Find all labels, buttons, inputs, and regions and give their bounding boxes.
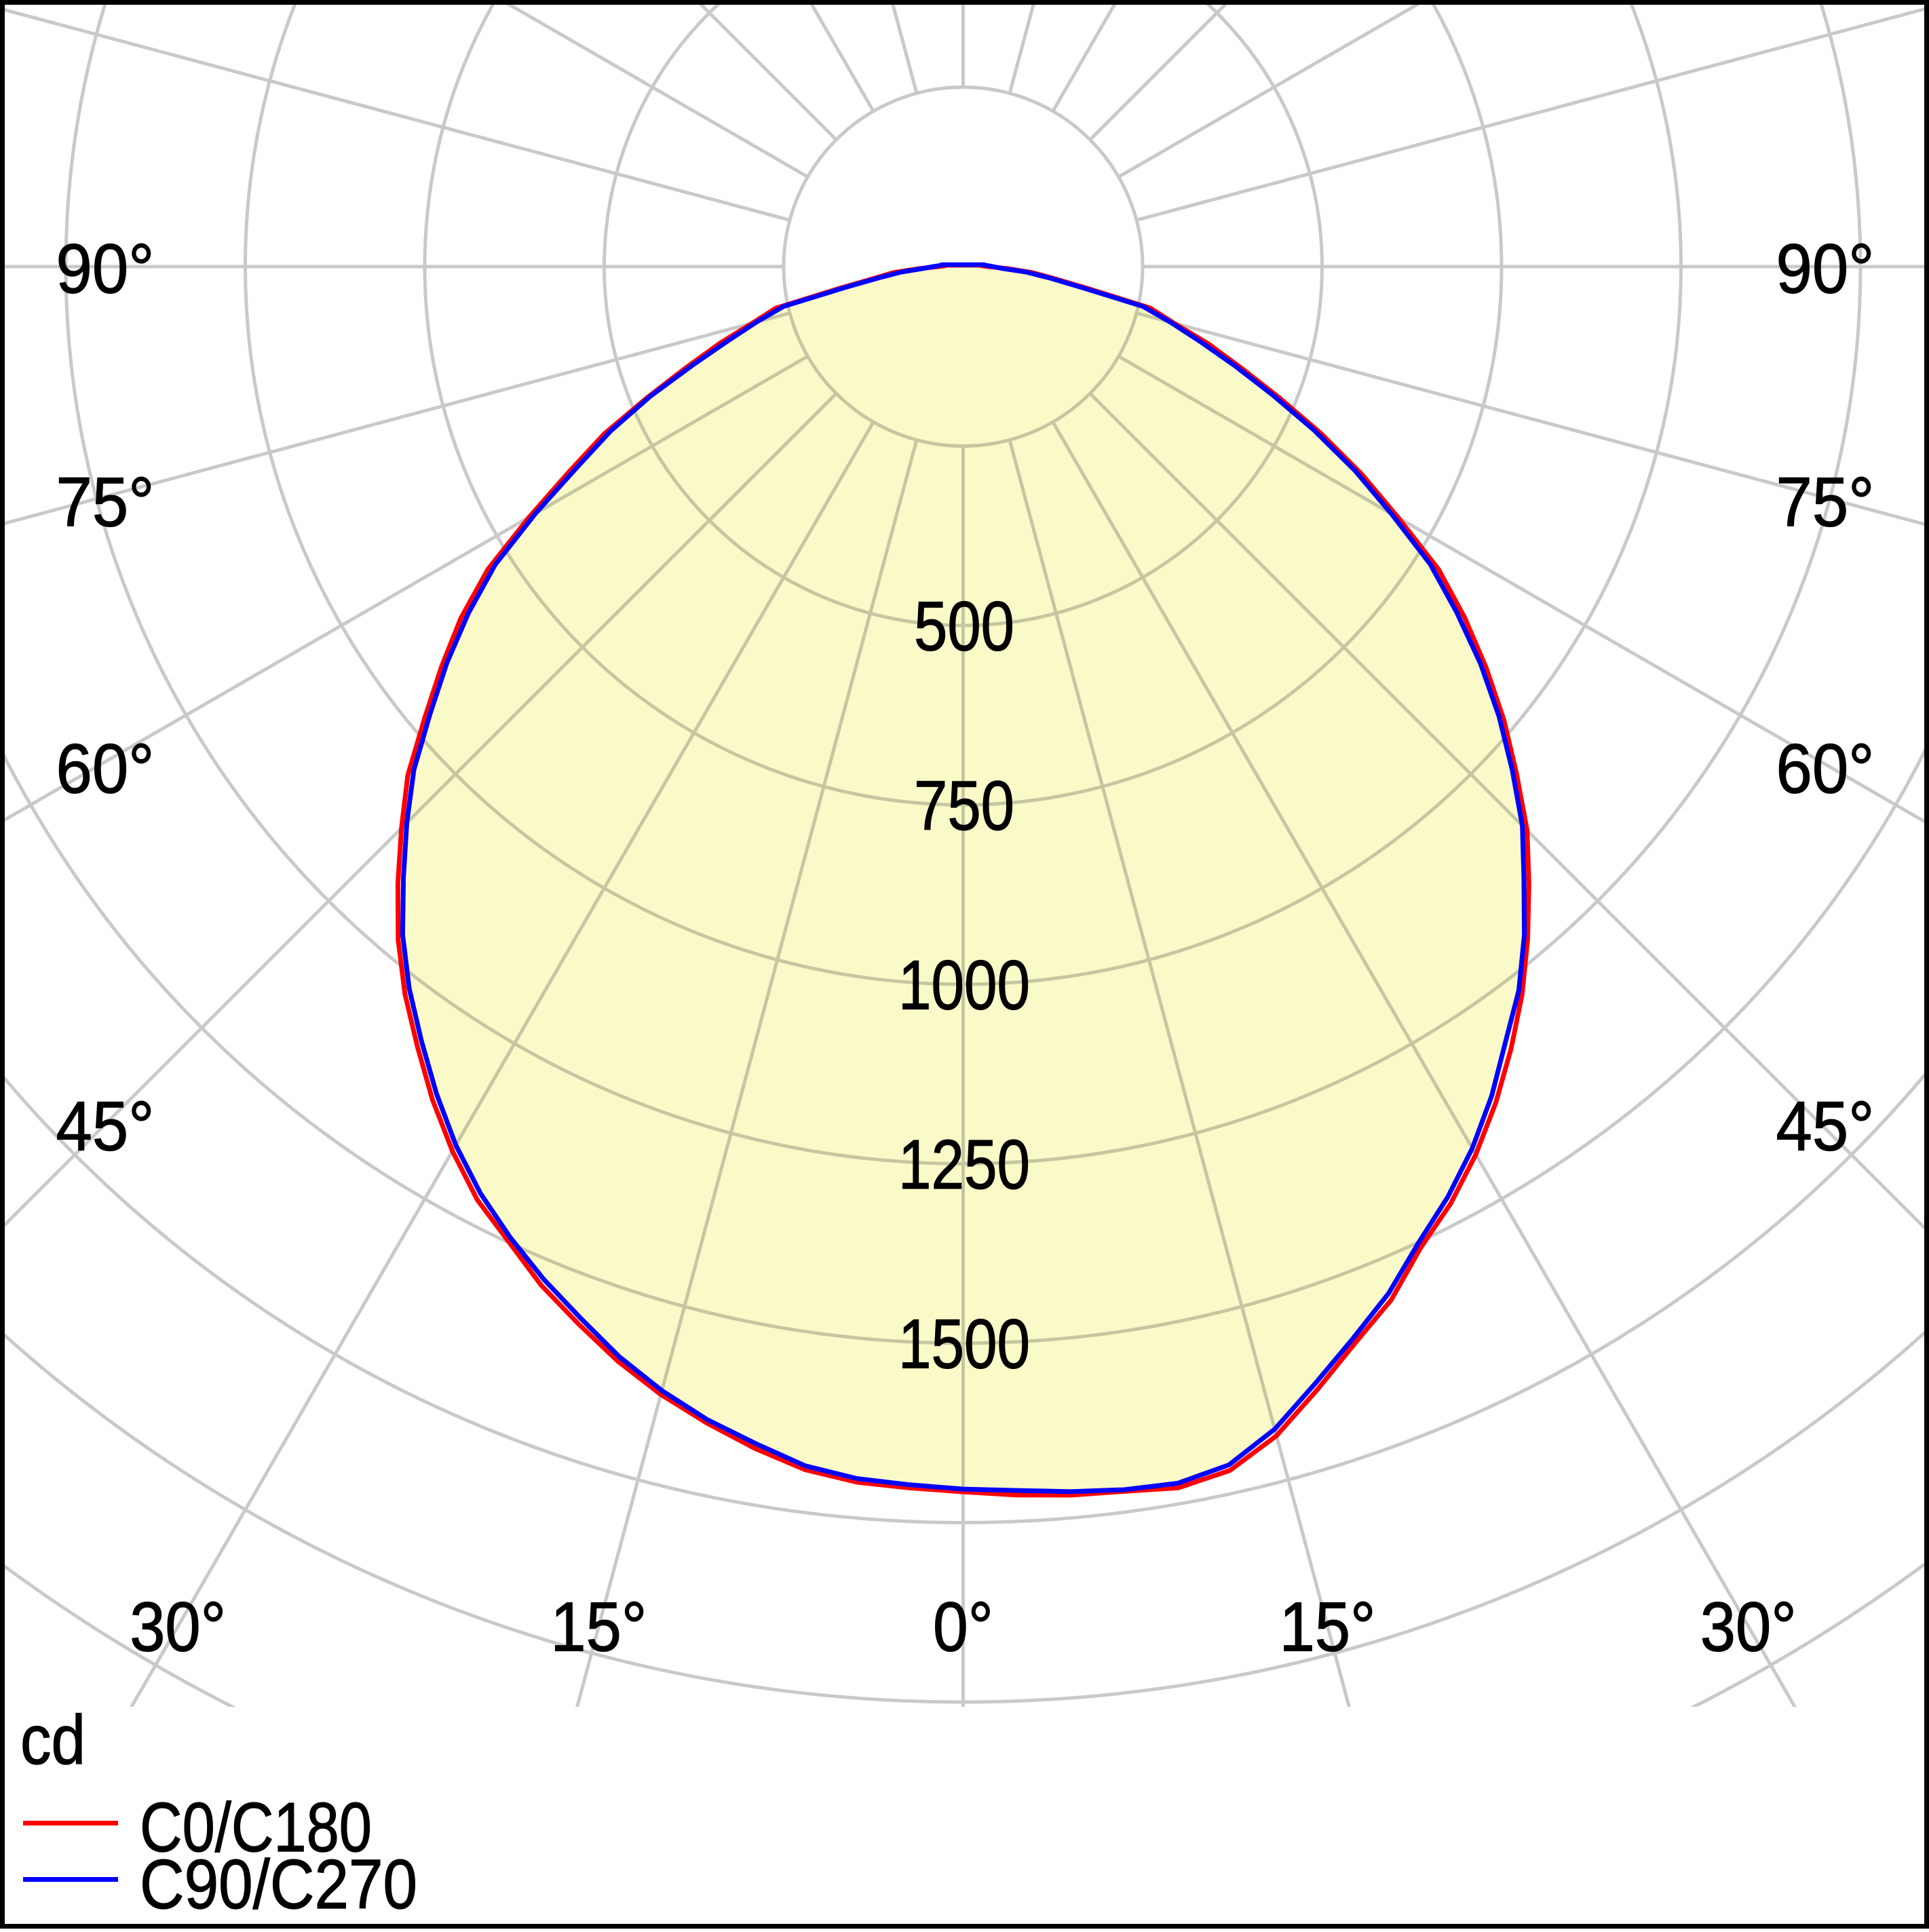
svg-text:30°: 30° <box>1700 1588 1797 1666</box>
svg-text:75°: 75° <box>1776 463 1875 541</box>
svg-text:90°: 90° <box>56 230 155 308</box>
svg-text:0°: 0° <box>933 1588 993 1666</box>
svg-text:30°: 30° <box>130 1588 226 1666</box>
svg-text:15°: 15° <box>1280 1588 1376 1666</box>
svg-text:75°: 75° <box>56 463 155 541</box>
svg-text:750: 750 <box>914 767 1014 845</box>
svg-text:45°: 45° <box>56 1087 155 1165</box>
svg-text:60°: 60° <box>56 730 155 808</box>
svg-text:15°: 15° <box>550 1588 647 1666</box>
svg-text:1000: 1000 <box>898 946 1030 1024</box>
svg-text:1500: 1500 <box>898 1305 1030 1383</box>
svg-text:C90/C270: C90/C270 <box>140 1845 417 1923</box>
svg-text:45°: 45° <box>1776 1087 1875 1165</box>
svg-text:1250: 1250 <box>898 1125 1030 1203</box>
svg-text:90°: 90° <box>1776 230 1875 308</box>
svg-text:500: 500 <box>914 587 1014 665</box>
svg-text:60°: 60° <box>1776 730 1875 808</box>
svg-text:cd: cd <box>20 1701 85 1779</box>
